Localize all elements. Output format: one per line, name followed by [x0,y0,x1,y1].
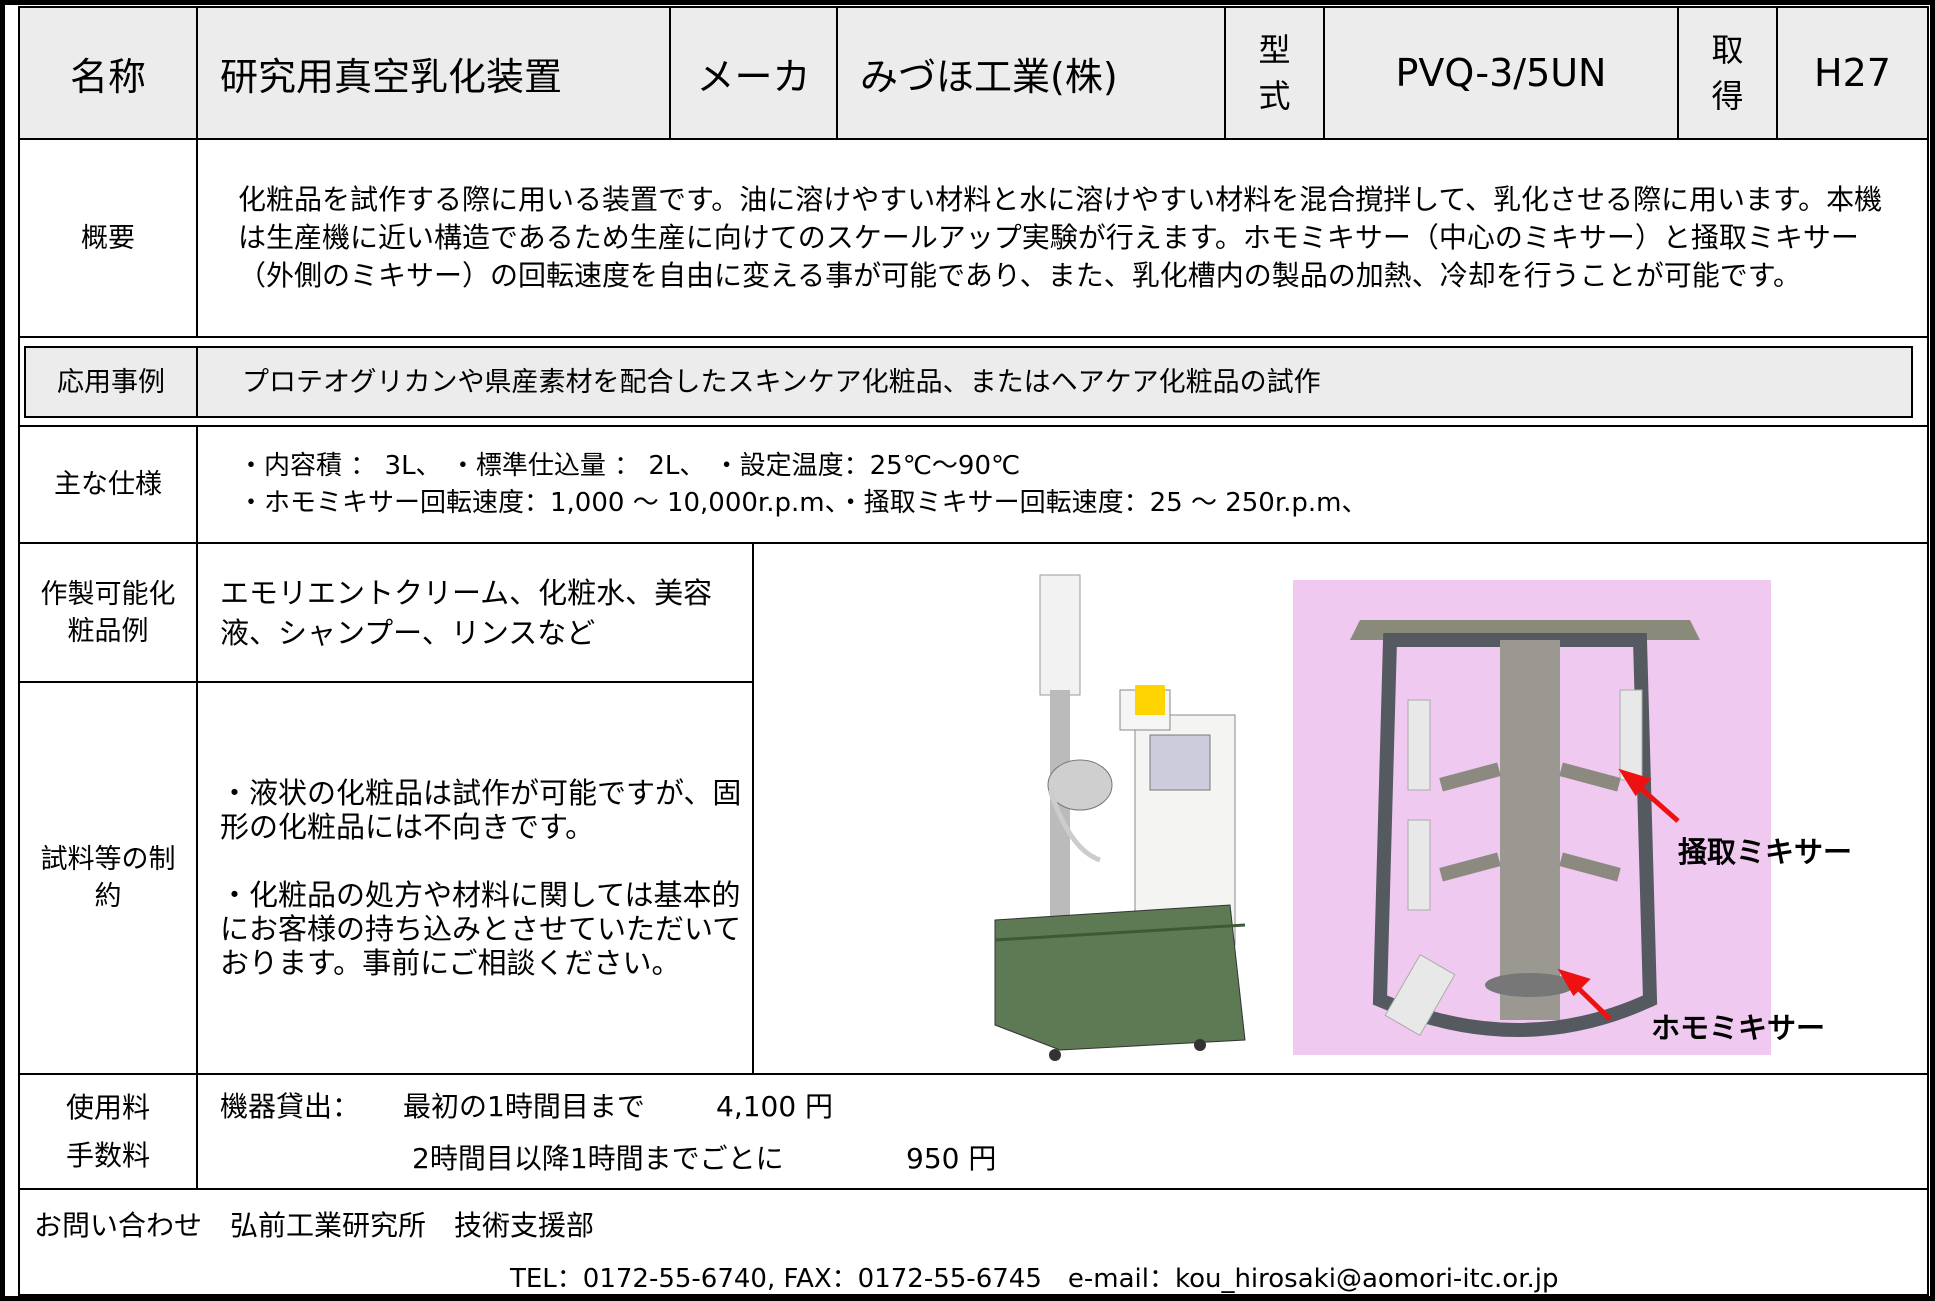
constraints: ・液状の化粧品は試作が可能ですが、固形の化粧品には不向きです。 ・化粧品の処方や… [196,681,754,1075]
acquired: H27 [1776,6,1929,140]
constraint-line: ・化粧品の処方や材料に関しては基本的にお客様の持ち込みとさせていただいております… [220,878,742,980]
contact-title: お問い合わせ 弘前工業研究所 技術支援部 [34,1209,595,1242]
fees-prefix: 機器貸出： [220,1090,361,1123]
specs: ・内容積 ： 3L、 ・標準仕込量 ： 2L、 ・設定温度：25℃～90℃ ・ホ… [196,425,1929,544]
contact: お問い合わせ 弘前工業研究所 技術支援部 TEL：0172-55-6740, F… [18,1188,1929,1296]
fee-text: 2時間目以降1時間までごとに [412,1142,784,1175]
callout: 掻取ミキサー [1678,835,1852,869]
fee-price: 4,100 円 [716,1090,834,1123]
maker-label: メーカ [669,6,838,140]
fees-label: 使用料手数料 [18,1073,198,1190]
fees: 機器貸出： 最初の1時間目まで 4,100 円 2時間目以降1時間までごとに 9… [196,1073,1929,1190]
mixer-photo [1293,580,1771,1055]
fee-text: 最初の1時間目まで [403,1090,645,1123]
constraint-line: ・液状の化粧品は試作が可能ですが、固形の化粧品には不向きです。 [220,776,742,844]
application-label: 応用事例 [24,346,198,418]
products-text: エモリエントクリーム、化粧水、美容液、シャンプー、リンスなど [196,542,754,683]
callout: ホモミキサー [1651,1011,1825,1045]
model-label: 型式 [1224,6,1325,140]
spec-line: ・内容積 ： 3L、 ・標準仕込量 ： 2L、 ・設定温度：25℃～90℃ [238,450,1021,481]
spec-line: ・ホモミキサー回転速度：1,000 ～ 10,000r.p.m、・掻取ミキサー回… [238,487,1368,518]
fee-price: 950 円 [906,1142,997,1175]
contact-details: TEL：0172-55-6740, FAX：0172-55-6745 e-mai… [510,1264,1559,1294]
application-text: プロテオグリカンや県産素材を配合したスキンケア化粧品、またはヘアケア化粧品の試作 [196,346,1913,418]
arrows [1557,768,1680,1021]
maker: みづほ工業(株) [836,6,1226,140]
machine-photo [994,574,1246,1061]
